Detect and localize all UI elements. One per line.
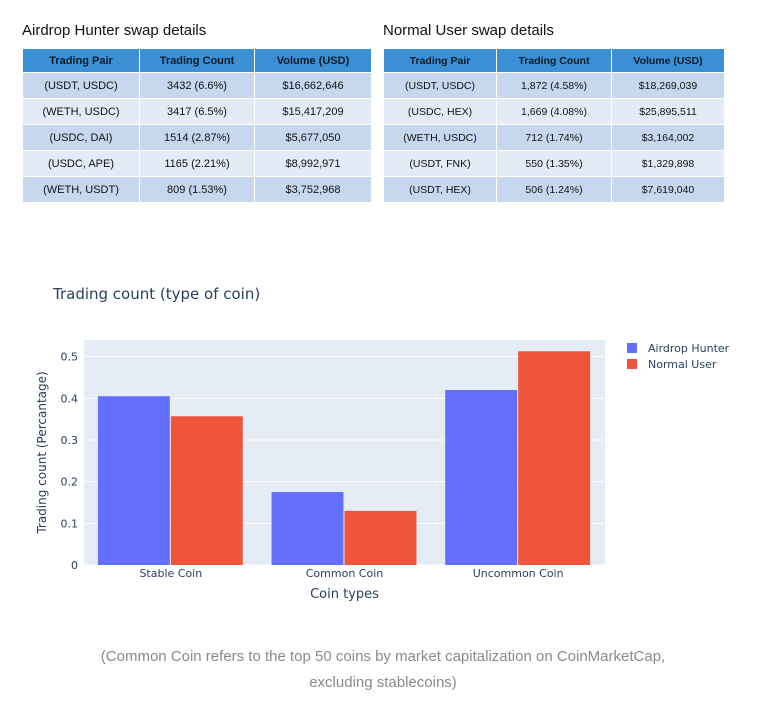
- header-trading-count: Trading Count: [139, 48, 255, 73]
- header-volume: Volume (USD): [611, 48, 725, 73]
- cell-pair: (USDT, USDC): [383, 72, 497, 99]
- normal-user-table-block: Normal User swap details Trading Pair Tr…: [383, 22, 725, 203]
- cell-pair: (USDC, APE): [22, 150, 140, 177]
- chart-caption: (Common Coin refers to the top 50 coins …: [0, 644, 766, 696]
- table-row: (USDC, APE) 1165 (2.21%) $8,992,971: [22, 150, 372, 177]
- cell-volume: $16,662,646: [254, 72, 372, 99]
- cell-pair: (USDC, HEX): [383, 98, 497, 125]
- cell-volume: $3,164,002: [611, 124, 725, 151]
- header-trading-pair: Trading Pair: [383, 48, 497, 73]
- cell-pair: (USDT, FNK): [383, 150, 497, 177]
- airdrop-hunter-table: Trading Pair Trading Count Volume (USD) …: [22, 48, 372, 203]
- table-row: (USDT, USDC) 1,872 (4.58%) $18,269,039: [383, 72, 725, 99]
- caption-line-1: (Common Coin refers to the top 50 coins …: [100, 648, 666, 665]
- header-trading-pair: Trading Pair: [22, 48, 140, 73]
- y-tick-label: 0: [71, 559, 78, 572]
- cell-pair: (WETH, USDC): [22, 98, 140, 125]
- cell-volume: $1,329,898: [611, 150, 725, 177]
- cell-volume: $18,269,039: [611, 72, 725, 99]
- legend-label: Normal User: [648, 358, 717, 371]
- bar-airdrop-hunter: [445, 390, 518, 565]
- legend-swatch-normal-user: [627, 359, 637, 369]
- trading-count-chart: Trading count (type of coin) 0 0.1 0.2 0.3 0.…: [35, 285, 730, 602]
- cell-volume: $15,417,209: [254, 98, 372, 125]
- table-row: (WETH, USDC) 712 (1.74%) $3,164,002: [383, 124, 725, 151]
- legend-label: Airdrop Hunter: [648, 342, 730, 355]
- table-row: (USDT, FNK) 550 (1.35%) $1,329,898: [383, 150, 725, 177]
- table-row: (USDT, HEX) 506 (1.24%) $7,619,040: [383, 176, 725, 203]
- x-axis-title: Coin types: [310, 587, 379, 602]
- cell-count: 712 (1.74%): [496, 124, 612, 151]
- cell-count: 550 (1.35%): [496, 150, 612, 177]
- y-tick-label: 0.5: [61, 351, 79, 364]
- table-row: (USDC, HEX) 1,669 (4.08%) $25,895,511: [383, 98, 725, 125]
- airdrop-hunter-table-title: Airdrop Hunter swap details: [22, 22, 207, 39]
- cell-count: 1514 (2.87%): [139, 124, 255, 151]
- bar-normal-user: [518, 351, 591, 565]
- cell-count: 506 (1.24%): [496, 176, 612, 203]
- y-tick-label: 0.3: [61, 434, 79, 447]
- airdrop-hunter-table-block: Airdrop Hunter swap details Trading Pair…: [22, 22, 372, 203]
- table-row: (WETH, USDT) 809 (1.53%) $3,752,968: [22, 176, 372, 203]
- header-trading-count: Trading Count: [496, 48, 612, 73]
- table-row: (WETH, USDC) 3417 (6.5%) $15,417,209: [22, 98, 372, 125]
- cell-count: 1165 (2.21%): [139, 150, 255, 177]
- cell-count: 3417 (6.5%): [139, 98, 255, 125]
- table-row: (USDC, DAI) 1514 (2.87%) $5,677,050: [22, 124, 372, 151]
- chart-title: Trading count (type of coin): [52, 285, 260, 303]
- y-tick-label: 0.2: [61, 476, 79, 489]
- legend-swatch-airdrop-hunter: [627, 343, 637, 353]
- cell-count: 1,872 (4.58%): [496, 72, 612, 99]
- table-header-row: Trading Pair Trading Count Volume (USD): [22, 48, 372, 73]
- y-tick-label: 0.4: [61, 392, 79, 405]
- x-tick-label: Common Coin: [306, 567, 384, 580]
- x-tick-label: Stable Coin: [139, 567, 202, 580]
- table-row: (USDT, USDC) 3432 (6.6%) $16,662,646: [22, 72, 372, 99]
- normal-user-table: Trading Pair Trading Count Volume (USD) …: [383, 48, 725, 203]
- bar-airdrop-hunter: [97, 396, 170, 565]
- cell-volume: $7,619,040: [611, 176, 725, 203]
- x-tick-label: Uncommon Coin: [473, 567, 564, 580]
- normal-user-table-title: Normal User swap details: [383, 22, 554, 39]
- cell-pair: (WETH, USDC): [383, 124, 497, 151]
- cell-count: 1,669 (4.08%): [496, 98, 612, 125]
- bar-normal-user: [344, 510, 417, 565]
- cell-pair: (WETH, USDT): [22, 176, 140, 203]
- header-volume: Volume (USD): [254, 48, 372, 73]
- caption-line-2: excluding stablecoins): [309, 674, 457, 691]
- y-tick-label: 0.1: [61, 517, 79, 530]
- cell-volume: $25,895,511: [611, 98, 725, 125]
- cell-count: 809 (1.53%): [139, 176, 255, 203]
- cell-pair: (USDC, DAI): [22, 124, 140, 151]
- cell-volume: $8,992,971: [254, 150, 372, 177]
- bar-normal-user: [170, 416, 243, 565]
- cell-volume: $5,677,050: [254, 124, 372, 151]
- cell-pair: (USDT, USDC): [22, 72, 140, 99]
- cell-volume: $3,752,968: [254, 176, 372, 203]
- cell-count: 3432 (6.6%): [139, 72, 255, 99]
- y-axis-title: Trading count (Percantage): [35, 371, 49, 534]
- cell-pair: (USDT, HEX): [383, 176, 497, 203]
- bar-airdrop-hunter: [271, 492, 344, 565]
- table-header-row: Trading Pair Trading Count Volume (USD): [383, 48, 725, 73]
